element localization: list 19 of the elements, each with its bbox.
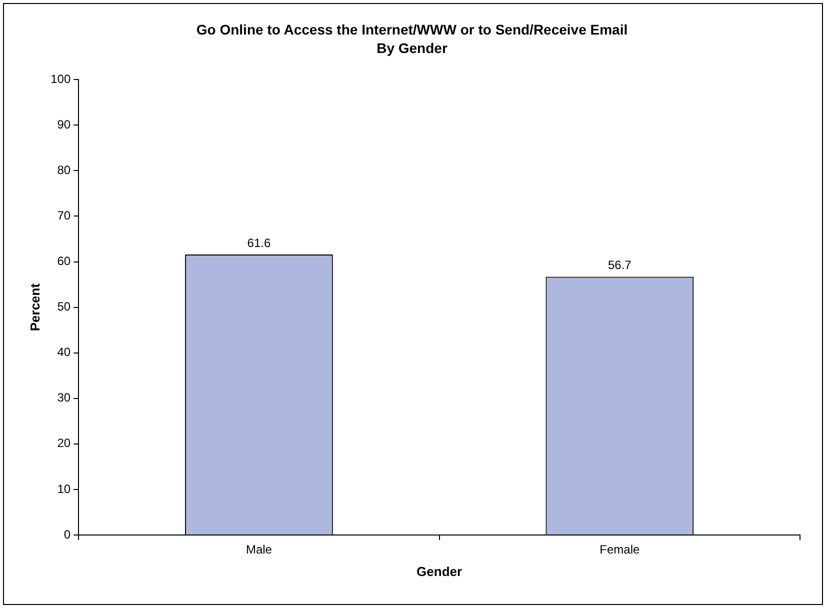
y-tick-label: 20 (57, 436, 71, 450)
y-tick-label: 100 (50, 72, 71, 86)
y-axis-title: Percent (27, 282, 42, 332)
y-tick-label: 0 (64, 527, 71, 542)
x-axis-title: Gender (416, 564, 462, 579)
y-tick-label: 60 (57, 254, 71, 268)
y-tick-label: 10 (57, 482, 71, 496)
chart-title: Go Online to Access the Internet/WWW or to Send/Receive Email (196, 21, 628, 38)
data-label: 61.6 (247, 236, 271, 250)
y-tick-label: 70 (57, 208, 71, 223)
chart-subtitle: By Gender (376, 40, 448, 56)
y-tick-label: 50 (57, 300, 71, 314)
x-tick-label: Male (246, 542, 272, 557)
data-label: 56.7 (608, 258, 632, 272)
y-tick-label: 90 (57, 117, 71, 132)
y-tick-label: 40 (57, 345, 71, 360)
x-tick-label: Female (600, 542, 640, 557)
y-tick-label: 30 (57, 390, 71, 405)
y-tick-label: 80 (57, 162, 71, 177)
